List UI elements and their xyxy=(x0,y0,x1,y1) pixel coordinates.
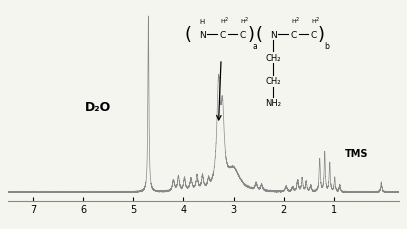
Text: D₂O: D₂O xyxy=(85,100,112,113)
Text: TMS: TMS xyxy=(345,148,368,158)
